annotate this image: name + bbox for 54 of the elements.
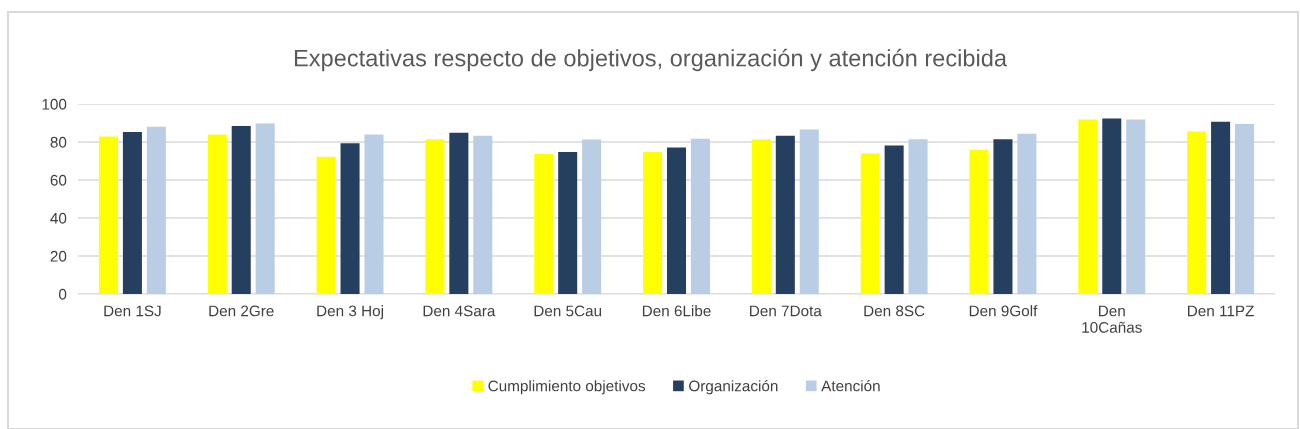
legend-label: Atención	[821, 379, 880, 392]
x-tick-label: Den 8SC	[864, 305, 925, 317]
x-tick-label: Den 5Cau	[534, 305, 602, 317]
x-tick-label: Den 1SJ	[104, 305, 161, 317]
bar	[534, 153, 554, 294]
y-tick-label: 40	[50, 212, 67, 224]
bar	[473, 135, 493, 294]
bar	[146, 126, 166, 294]
bar	[643, 151, 663, 294]
bar	[1126, 119, 1146, 294]
x-tick-label: Den 7Dota	[750, 305, 822, 317]
bar	[1187, 131, 1207, 294]
bar	[908, 139, 928, 294]
x-tick-label: Den 9Golf	[969, 305, 1038, 317]
y-tick-label: 20	[50, 250, 67, 262]
y-tick-label: 60	[50, 174, 67, 186]
bar	[425, 139, 445, 294]
y-tick-label: 100	[42, 98, 67, 110]
chart-title: Expectativas respecto de objetivos, organización y atención recibida	[294, 48, 1008, 72]
bar	[122, 131, 142, 294]
bar	[558, 151, 578, 294]
bar	[969, 149, 989, 294]
bar	[860, 153, 880, 294]
x-tick-label: Den 11PZ	[1188, 305, 1254, 317]
bar	[993, 139, 1013, 294]
bar	[666, 147, 687, 294]
bar	[1078, 119, 1098, 294]
bar	[364, 134, 384, 294]
bar	[582, 139, 602, 294]
legend-label: Organización	[689, 379, 778, 395]
y-tick-label: 80	[50, 136, 67, 148]
bar	[690, 138, 710, 294]
bar	[449, 132, 469, 294]
bar	[751, 139, 771, 294]
bar	[98, 136, 118, 294]
x-tick-label: Den 3 Hoj	[317, 305, 383, 320]
bar	[1102, 118, 1122, 294]
bar	[1017, 133, 1037, 294]
bar	[775, 135, 795, 294]
bar	[255, 123, 275, 294]
bar	[231, 126, 251, 294]
legend-label: Cumplimiento objetivos	[488, 380, 646, 395]
bar	[799, 129, 819, 294]
x-tick-label: Den 6Libe	[642, 305, 711, 317]
x-tick-label: Den 2Gre	[209, 305, 274, 317]
bar	[340, 143, 360, 294]
y-tick-label: 0	[58, 288, 67, 300]
bar	[207, 134, 227, 294]
bar	[1211, 121, 1231, 294]
bar	[884, 145, 904, 294]
x-tick-label: Den 4Sara	[423, 305, 496, 317]
bar	[316, 156, 336, 294]
x-tick-label: Den 10Cañas	[1082, 305, 1142, 333]
bar	[1235, 123, 1255, 294]
